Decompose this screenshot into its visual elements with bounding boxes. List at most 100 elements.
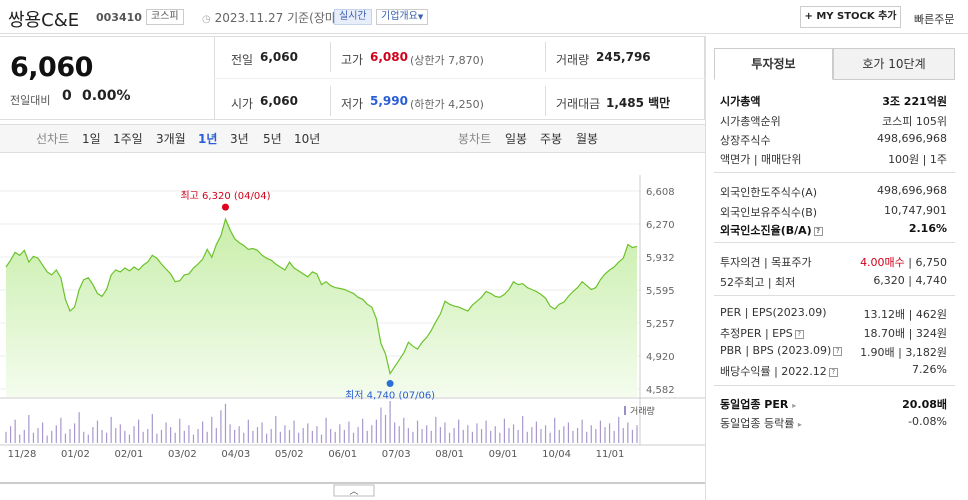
volume-bar (371, 425, 373, 443)
volume-bar (503, 418, 505, 443)
tab-orderbook[interactable]: 호가 10단계 (833, 48, 955, 80)
volume-bar (531, 427, 533, 443)
y-tick-label: 5,932 (646, 253, 675, 264)
volume-bar (170, 427, 172, 443)
tab-3m[interactable]: 3개월 (156, 132, 186, 146)
x-tick-label: 09/01 (489, 449, 518, 460)
tab-weekly[interactable]: 주봉 (540, 132, 563, 146)
help-icon[interactable]: ? (794, 330, 804, 339)
volume-bar (69, 429, 71, 443)
volume-bar (586, 431, 588, 443)
realtime-button[interactable]: 실시간 (334, 9, 372, 25)
volume-bar (147, 429, 149, 443)
volume-bar (508, 428, 510, 443)
x-tick-label: 01/02 (61, 449, 90, 460)
sector-per-text: 동일업종 PER (720, 398, 789, 411)
sector-per-value: 20.08배 (902, 398, 947, 411)
volume-bar (298, 432, 300, 443)
volume-bar (471, 431, 473, 443)
high-label: 고가 (341, 53, 364, 67)
volume-bar (78, 412, 80, 443)
market-cap-rank-value: 코스피 105위 (882, 115, 947, 128)
volume-bar (526, 431, 528, 443)
amount-value: 1,485 백만 (606, 96, 671, 110)
company-info-label: 기업개요 (381, 11, 418, 22)
volume-bar (453, 428, 455, 443)
tab-5y[interactable]: 5년 (263, 132, 282, 146)
tab-1w[interactable]: 1주일 (113, 132, 143, 146)
volume-bar (439, 427, 441, 443)
separator (714, 385, 955, 386)
volume-bar (426, 425, 428, 443)
volume-bar (96, 420, 99, 443)
open-value: 6,060 (260, 94, 298, 108)
market-cap-value: 3조 221억원 (882, 95, 947, 108)
volume-bar (375, 419, 377, 443)
price-area (6, 219, 637, 397)
change-percent: 0.00% (82, 88, 131, 104)
volume-bar (421, 429, 423, 443)
help-icon[interactable]: ? (833, 347, 843, 356)
volume-bar (197, 429, 199, 443)
volume-bar (540, 429, 542, 443)
volume-bar (55, 425, 57, 443)
divider (330, 86, 331, 116)
divider (214, 78, 705, 79)
company-info-dropdown[interactable]: 기업개요▼ (376, 9, 429, 25)
foreign-limit-value: 498,696,968 (877, 184, 947, 197)
help-icon[interactable]: ? (813, 227, 823, 236)
divider (545, 42, 546, 72)
est-per-value: 18.70배 | 324원 (863, 327, 947, 340)
sector-change-text: 동일업종 등락률 (720, 417, 795, 430)
volume-bar (202, 421, 204, 443)
volume-bar (151, 414, 153, 443)
volume-bar (636, 425, 638, 443)
volume-bar (307, 423, 309, 443)
volume-bar (444, 422, 446, 443)
tab-daily[interactable]: 일봉 (505, 132, 528, 146)
tab-invest-info[interactable]: 투자정보 (714, 48, 833, 80)
volume-bar (119, 424, 121, 443)
volume-bar (403, 417, 405, 443)
amount-label: 거래대금 (556, 97, 601, 111)
volume-bar (60, 417, 62, 443)
volume-bar (229, 424, 231, 443)
volume-bar (311, 430, 313, 443)
help-icon[interactable]: ? (828, 368, 838, 377)
sector-change-value: -0.08% (908, 415, 947, 428)
volume-bar (243, 432, 245, 443)
volume-bar (604, 427, 606, 443)
volume-bar (133, 426, 135, 443)
volume-bar (595, 429, 597, 443)
volume-bar (288, 429, 291, 443)
volume-bar (279, 431, 281, 443)
volume-bar (416, 420, 419, 443)
y-tick-label: 5,257 (646, 319, 675, 330)
add-mystock-button[interactable]: + MY STOCK 추가 (800, 6, 901, 28)
volume-bar (512, 424, 515, 443)
volume-bar (165, 422, 167, 443)
volume-bar (32, 432, 35, 443)
tab-1y[interactable]: 1년 (198, 132, 218, 146)
quick-order-link[interactable]: 빠른주문 (914, 13, 955, 26)
target-price: | 6,750 (904, 256, 947, 269)
high-value: 6,080 (370, 50, 408, 64)
volume-bar (211, 416, 213, 443)
foreign-ratio-text: 외국인소진율(B/A) (720, 224, 812, 237)
volume-bar (46, 435, 48, 443)
volume-bar (631, 429, 634, 443)
x-tick-label: 11/01 (596, 449, 625, 460)
x-tick-label: 02/01 (114, 449, 143, 460)
chevron-right-icon: ▸ (792, 401, 797, 410)
volume-bar (339, 424, 341, 443)
basis-date: ◷ 2023.11.27 기준(장마감) (202, 9, 352, 26)
collapse-toggle[interactable] (333, 484, 375, 497)
tab-3y[interactable]: 3년 (230, 132, 249, 146)
volume-bar (476, 423, 478, 443)
volume-bar (23, 429, 25, 443)
tab-monthly[interactable]: 월봉 (576, 132, 599, 146)
tab-10y[interactable]: 10년 (294, 132, 321, 146)
volume-bar (535, 421, 538, 443)
volume-bar (467, 425, 469, 443)
tab-1d[interactable]: 1일 (82, 132, 101, 146)
